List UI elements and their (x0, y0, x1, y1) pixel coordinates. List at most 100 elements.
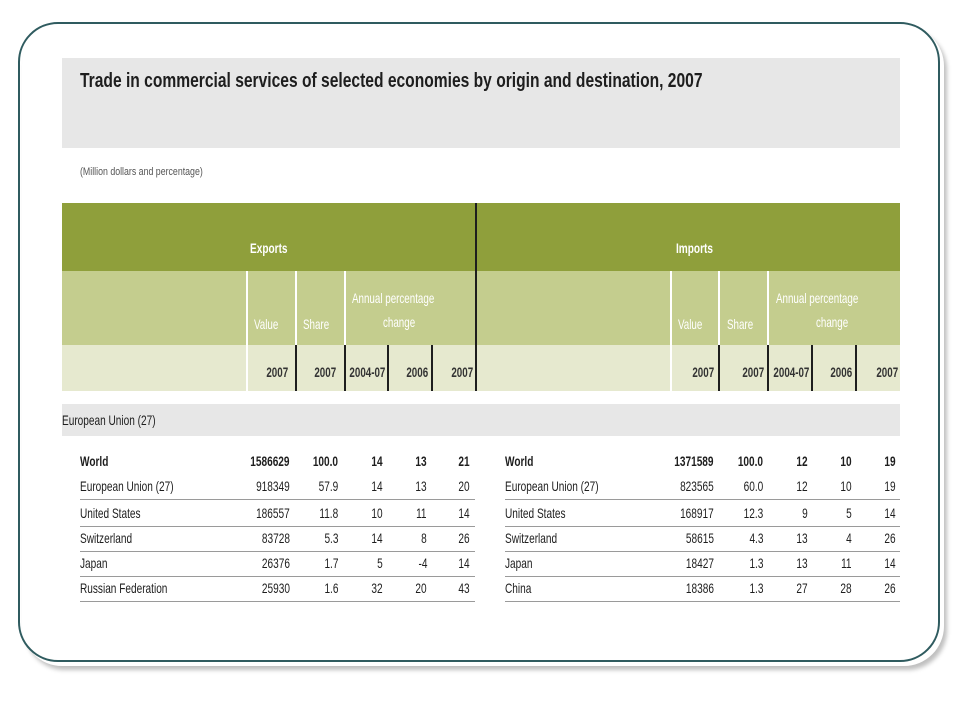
imports-year-2006: 2006 (830, 364, 852, 380)
imports-cell-p07: 14 (884, 505, 896, 521)
imports-cell-value: 1371589 (674, 453, 714, 469)
header-divider (246, 345, 248, 391)
row-divider (505, 576, 900, 577)
header-divider (718, 345, 720, 391)
exports-cell-share: 57.9 (318, 478, 338, 494)
exports-cell-value: 1586629 (250, 453, 290, 469)
imports-cell-value: 18427 (685, 555, 714, 571)
exports-cell-p07: 20 (458, 478, 470, 494)
imports-year-2007: 2007 (876, 364, 898, 380)
exports-row-name: Switzerland (80, 530, 133, 546)
imports-header: Imports (676, 240, 713, 256)
imports-cell-p0407: 27 (796, 580, 808, 596)
exports-cell-p07: 21 (458, 453, 470, 469)
exports-year-share: 2007 (314, 364, 336, 380)
exports-annual-header: Annual percentage (352, 290, 435, 306)
row-divider (505, 551, 900, 552)
header-divider (344, 345, 346, 391)
exports-cell-value: 918349 (256, 478, 290, 494)
header-divider (344, 271, 346, 345)
header-divider (431, 345, 433, 391)
imports-cell-p07: 14 (884, 555, 896, 571)
imports-cell-p0407: 12 (796, 453, 808, 469)
imports-cell-share: 60.0 (743, 478, 763, 494)
exports-cell-p06: 11 (416, 505, 427, 521)
exports-cell-value: 83728 (261, 530, 290, 546)
header-divider (295, 345, 297, 391)
imports-cell-share: 12.3 (743, 505, 763, 521)
exports-cell-p06: 8 (421, 530, 427, 546)
exports-cell-share: 5.3 (323, 530, 338, 546)
exports-value-header: Value (254, 316, 279, 332)
header-divider (387, 345, 389, 391)
exports-cell-p06: 13 (415, 478, 427, 494)
section-label: European Union (27) (62, 412, 156, 428)
exports-row-name: Japan (80, 555, 108, 571)
exports-cell-p07: 43 (458, 580, 470, 596)
exports-row-name: Russian Federation (80, 580, 168, 596)
imports-cell-share: 1.3 (748, 555, 763, 571)
header-divider (811, 345, 813, 391)
imports-cell-p07: 19 (884, 453, 896, 469)
exports-cell-p07: 14 (458, 555, 470, 571)
exports-header: Exports (250, 240, 288, 256)
imports-year-value: 2007 (692, 364, 714, 380)
row-divider (505, 526, 900, 527)
row-divider (80, 551, 475, 552)
imports-cell-p0407: 9 (802, 505, 808, 521)
imports-cell-p06: 10 (840, 478, 852, 494)
imports-cell-p0407: 13 (796, 555, 808, 571)
header-divider (767, 271, 769, 345)
imports-cell-value: 18386 (685, 580, 714, 596)
exports-row-name: World (80, 453, 109, 469)
title-band (62, 58, 900, 148)
imports-share-header: Share (727, 316, 754, 332)
header-divider (767, 345, 769, 391)
exports-change-header: change (383, 314, 416, 330)
imports-cell-share: 100.0 (737, 453, 763, 469)
exports-cell-p0407: 14 (371, 530, 383, 546)
imports-change-header: change (816, 314, 849, 330)
table-subtitle: (Million dollars and percentage) (80, 166, 203, 178)
header-divider (670, 345, 672, 391)
imports-cell-value: 58615 (685, 530, 714, 546)
exports-cell-value: 186557 (256, 505, 290, 521)
exports-year-value: 2007 (266, 364, 288, 380)
row-divider (80, 576, 475, 577)
exports-imports-divider (475, 203, 477, 391)
exports-cell-p0407: 5 (377, 555, 383, 571)
imports-value-header: Value (678, 316, 703, 332)
header-row-years (62, 345, 900, 391)
row-divider (505, 601, 900, 602)
section-band (62, 404, 900, 436)
imports-row-name: China (505, 580, 532, 596)
header-divider (718, 271, 720, 345)
imports-cell-p06: 28 (840, 580, 852, 596)
imports-cell-p06: 10 (840, 453, 852, 469)
imports-cell-value: 823565 (680, 478, 714, 494)
exports-cell-value: 26376 (261, 555, 290, 571)
imports-cell-share: 4.3 (748, 530, 763, 546)
exports-year-2004-07: 2004-07 (349, 364, 385, 380)
imports-row-name: United States (505, 505, 566, 521)
exports-cell-p07: 26 (458, 530, 470, 546)
imports-cell-value: 168917 (680, 505, 714, 521)
row-divider (80, 601, 475, 602)
row-divider (80, 499, 475, 500)
header-divider (855, 345, 857, 391)
header-row-columns (62, 271, 900, 345)
imports-cell-p06: 4 (846, 530, 852, 546)
exports-row-name: European Union (27) (80, 478, 174, 494)
exports-cell-p0407: 14 (371, 478, 383, 494)
imports-cell-share: 1.3 (748, 580, 763, 596)
imports-annual-header: Annual percentage (776, 290, 859, 306)
imports-row-name: European Union (27) (505, 478, 599, 494)
exports-cell-share: 1.7 (323, 555, 338, 571)
imports-cell-p07: 19 (884, 478, 896, 494)
exports-cell-share: 11.8 (319, 505, 338, 521)
slide-frame (18, 22, 940, 662)
exports-cell-p0407: 32 (371, 580, 383, 596)
imports-year-share: 2007 (742, 364, 764, 380)
table-title: Trade in commercial services of selected… (80, 70, 703, 92)
imports-cell-p07: 26 (884, 580, 896, 596)
